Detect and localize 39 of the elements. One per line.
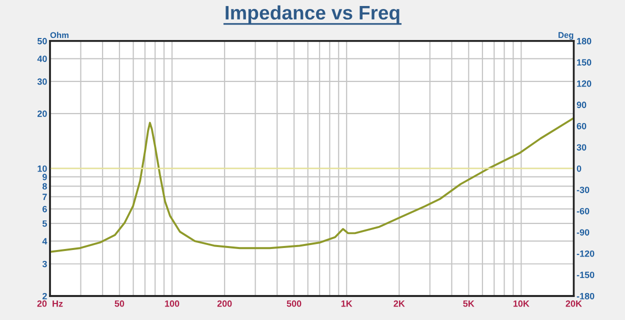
y2-tick-label: -150 (576, 272, 594, 278)
y-tick-label: 4 (42, 238, 48, 244)
x-tick-label: 50 (114, 300, 124, 307)
x-tick-label: 1K (341, 300, 352, 307)
y-tick-label: 10 (38, 165, 47, 172)
y-tick-label: 20 (37, 110, 47, 117)
chart-title: Impedance vs Freq (226, 5, 400, 24)
x-tick-label: 100 (165, 300, 180, 307)
x-tick-label: 5K (463, 300, 474, 307)
y2-tick-label: -180 (576, 292, 594, 300)
x-tick-label: 2K (394, 300, 405, 307)
y2-tick-label: 180 (577, 38, 592, 44)
y-tick-label: 6 (42, 206, 47, 212)
x-tick-label: 500 (286, 300, 302, 307)
y-tick-label: 8 (42, 183, 47, 190)
y2-tick-label: 120 (577, 80, 592, 87)
y2-tick-label: 90 (576, 102, 586, 108)
y-axis-title: Ohm (50, 32, 68, 38)
y2-tick-label: 60 (576, 122, 586, 130)
y-tick-label: 2 (42, 292, 47, 300)
y-tick-label: 5 (42, 220, 47, 227)
y2-tick-label: 150 (577, 59, 592, 66)
y-tick-label: 9 (42, 174, 47, 180)
y-tick-label: 7 (42, 194, 47, 200)
y-tick-label: 50 (37, 38, 47, 44)
y-tick-label: 40 (37, 56, 47, 62)
y2-tick-label: -90 (576, 229, 590, 236)
x-tick-label: 20K (566, 300, 582, 307)
y2-tick-label: -60 (576, 208, 590, 214)
y-tick-label: 3 (42, 260, 47, 268)
y2-tick-label: 30 (576, 144, 586, 151)
x-tick-label: 20 Hz (37, 300, 63, 307)
x-tick-label: 200 (217, 300, 232, 307)
y2-axis-title: Deg (558, 32, 574, 40)
y-tick-label: 30 (37, 78, 47, 85)
y2-tick-label: 0 (576, 165, 582, 172)
x-tick-label: 10K (513, 300, 530, 307)
y2-tick-label: -120 (576, 250, 594, 257)
y2-tick-label: -30 (576, 186, 590, 194)
